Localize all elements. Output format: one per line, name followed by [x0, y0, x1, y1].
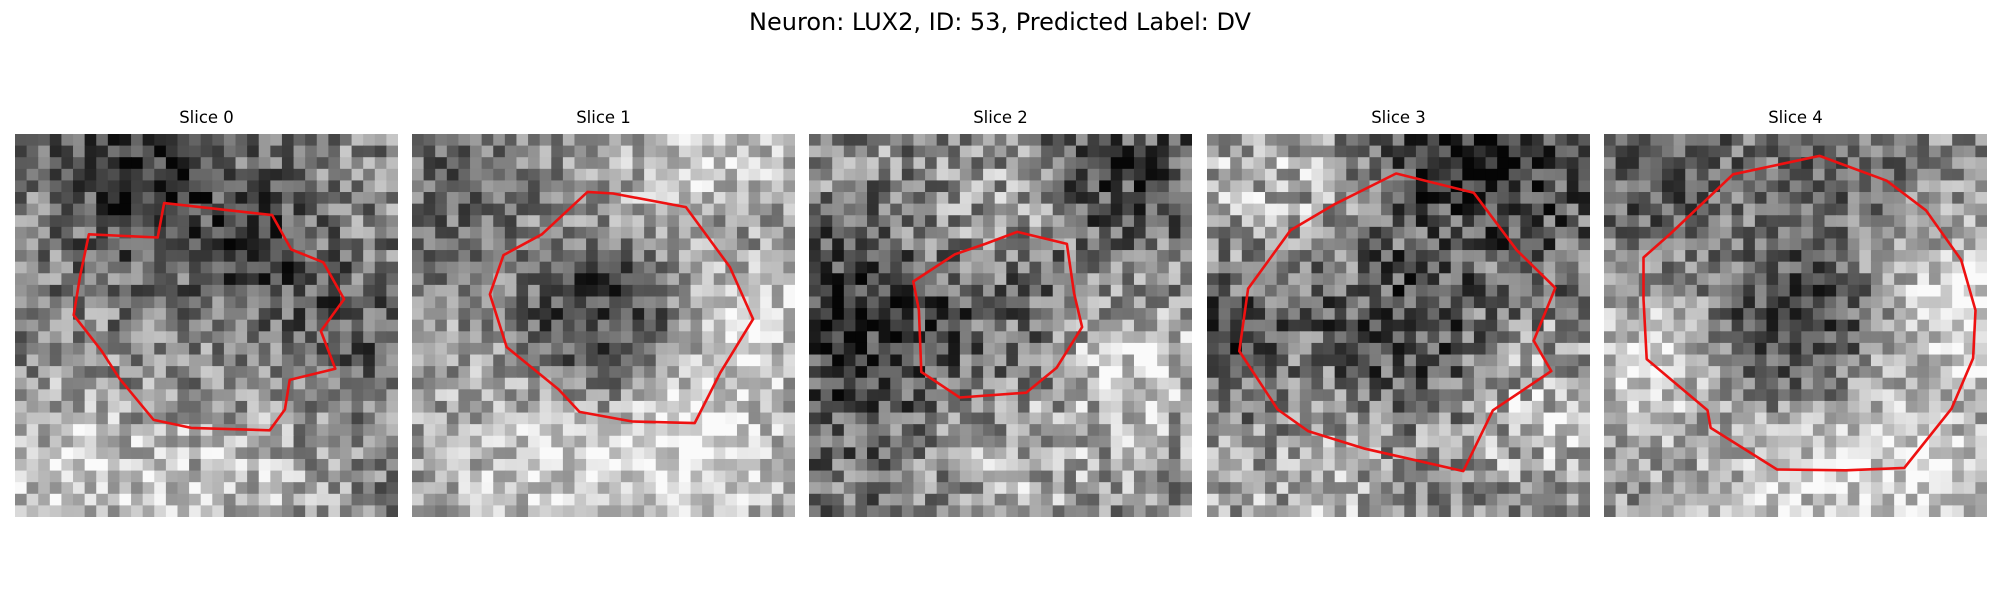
slice-title: Slice 4	[1768, 108, 1823, 127]
roi-contour	[488, 190, 755, 425]
slice-title: Slice 1	[576, 108, 631, 127]
slice-image	[1604, 134, 1987, 517]
slice-panel-0: Slice 0	[15, 108, 398, 517]
roi-contour	[72, 201, 346, 432]
slice-image	[809, 134, 1192, 517]
pixel-grid	[412, 134, 795, 517]
roi-contour	[912, 230, 1084, 399]
slice-title: Slice 2	[973, 108, 1028, 127]
slice-title: Slice 0	[179, 108, 234, 127]
slice-panel-4: Slice 4	[1604, 108, 1987, 517]
figure-title: Neuron: LUX2, ID: 53, Predicted Label: D…	[749, 8, 1251, 36]
roi-contour	[1642, 154, 1977, 472]
slice-title: Slice 3	[1371, 108, 1426, 127]
pixel-grid	[1207, 134, 1590, 517]
pixel-grid	[1604, 134, 1987, 517]
slice-panel-2: Slice 2	[809, 108, 1192, 517]
pixel-grid	[15, 134, 398, 517]
slice-image	[15, 134, 398, 517]
slice-panel-3: Slice 3	[1207, 108, 1590, 517]
roi-contour	[1237, 172, 1557, 473]
pixel-grid	[809, 134, 1192, 517]
slice-image	[1207, 134, 1590, 517]
slice-image	[412, 134, 795, 517]
slice-panel-1: Slice 1	[412, 108, 795, 517]
